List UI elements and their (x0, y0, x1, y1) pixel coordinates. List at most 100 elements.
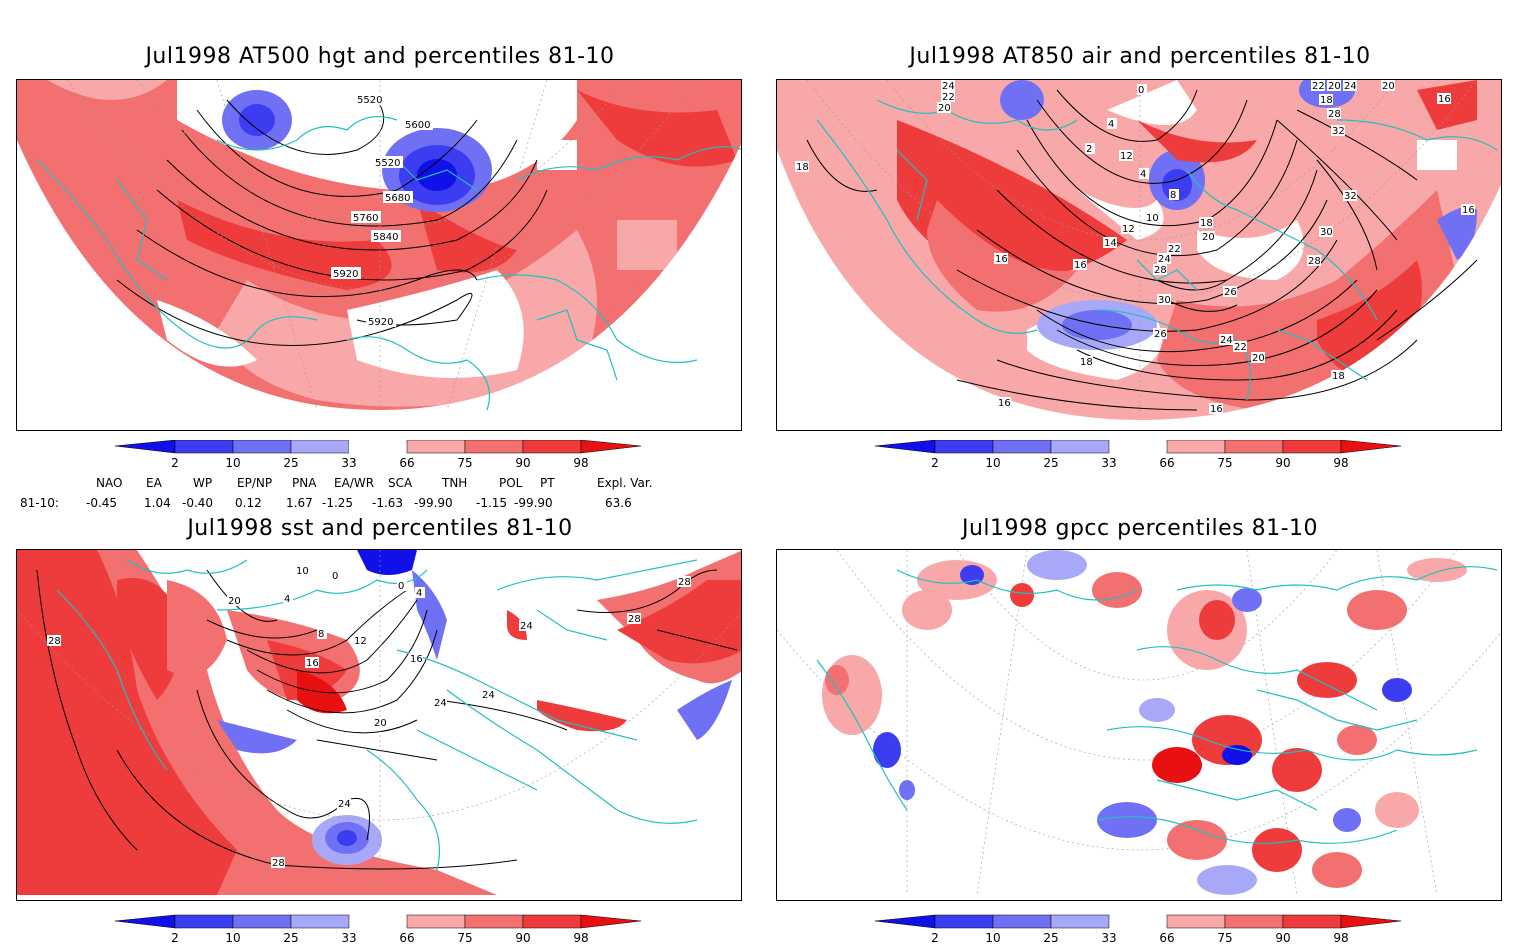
svg-text:24: 24 (482, 690, 495, 701)
index-header: EA (146, 476, 162, 490)
svg-text:18: 18 (1200, 218, 1213, 229)
contour-label: 24 (1157, 253, 1171, 265)
colorbar-tick: 98 (573, 931, 588, 945)
contour-label: 32 (1343, 190, 1357, 202)
index-value: -1.15 (476, 496, 508, 510)
colorbar-tick: 75 (457, 456, 472, 470)
contour-label: 16 (1209, 403, 1223, 415)
svg-text:22: 22 (942, 92, 955, 103)
contour-label: 20 (227, 595, 241, 607)
svg-text:22: 22 (1168, 244, 1181, 255)
colorbar-tick: 2 (931, 931, 939, 945)
contour-label: 22 (1233, 341, 1247, 353)
contour-label: 20 (1201, 231, 1215, 243)
contour-label: 28 (1307, 255, 1321, 267)
svg-text:18: 18 (796, 162, 809, 173)
index-header: Expl. Var. (597, 476, 653, 490)
contour-label: 8 (1169, 189, 1179, 201)
colorbar-tick: 75 (457, 931, 472, 945)
svg-text:4: 4 (416, 588, 422, 599)
contour-label: 28 (271, 857, 285, 869)
contour-label: 22 (1311, 80, 1325, 92)
colorbar-tick: 33 (341, 931, 356, 945)
contour-label: 16 (994, 253, 1008, 265)
contour-label: 22 (1167, 243, 1181, 255)
svg-text:10: 10 (1146, 213, 1159, 224)
colorbar-tick: 33 (1101, 456, 1116, 470)
svg-text:18: 18 (1332, 371, 1345, 382)
index-header: SCA (388, 476, 413, 490)
svg-text:26: 26 (1154, 329, 1167, 340)
colorbar-tick: 2 (171, 456, 179, 470)
svg-text:5760: 5760 (353, 213, 378, 224)
teleconnection-index-table: NAO EA WP EP/NP PNA EA/WR SCA TNH POL PT… (20, 474, 720, 514)
svg-text:24: 24 (520, 621, 533, 632)
colorbar-tick: 90 (1275, 456, 1290, 470)
colorbar-tick: 2 (931, 456, 939, 470)
svg-text:16: 16 (1210, 404, 1223, 415)
svg-text:24: 24 (1344, 81, 1357, 92)
colorbar-tick: 98 (573, 456, 588, 470)
contour-label: 5520 (355, 93, 385, 106)
map-gpcc (776, 549, 1502, 901)
colorbar-tick: 33 (1101, 931, 1116, 945)
contour-label: 10 (295, 565, 309, 577)
index-value: -0.45 (86, 496, 118, 510)
contour-label: 14 (1103, 237, 1117, 249)
colorbar-top-right: 2 10 25 33 66 75 90 98 (875, 440, 1402, 470)
contour-label: 5600 (403, 118, 433, 131)
contour-label: 20 (1251, 352, 1265, 364)
svg-text:32: 32 (1332, 126, 1345, 137)
svg-text:28: 28 (1328, 109, 1341, 120)
contour-label: 28 (47, 635, 61, 647)
svg-text:12: 12 (354, 636, 367, 647)
colorbar-tick: 25 (283, 931, 298, 945)
svg-text:24: 24 (434, 698, 447, 709)
svg-text:14: 14 (1104, 238, 1117, 249)
colorbar-tick: 66 (399, 931, 414, 945)
index-header: WP (193, 476, 213, 490)
contour-label: 0 (1137, 84, 1147, 96)
svg-text:20: 20 (1382, 81, 1395, 92)
colorbar-tick: 66 (1159, 456, 1174, 470)
svg-text:20: 20 (1202, 232, 1215, 243)
svg-text:28: 28 (1308, 256, 1321, 267)
svg-text:8: 8 (1170, 190, 1176, 201)
contour-label: 24 (1343, 80, 1357, 92)
svg-text:0: 0 (1138, 85, 1144, 96)
contour-label: 18 (1199, 217, 1213, 229)
contour-label: 2 (1085, 143, 1095, 155)
svg-text:16: 16 (306, 658, 319, 669)
contour-label: 20 (937, 102, 951, 114)
index-value: 1.67 (286, 496, 313, 510)
contour-label: 30 (1157, 294, 1171, 306)
svg-text:20: 20 (1252, 353, 1265, 364)
index-header: EA/WR (334, 476, 375, 490)
index-header: PNA (292, 476, 317, 490)
colorbar-tick: 25 (1043, 931, 1058, 945)
contour-label: 28 (1327, 108, 1341, 120)
svg-text:18: 18 (1080, 357, 1093, 368)
contour-label: 18 (1079, 356, 1093, 368)
svg-text:18: 18 (1320, 95, 1333, 106)
svg-text:16: 16 (995, 254, 1008, 265)
index-value: -99.90 (514, 496, 553, 510)
contour-label: 12 (353, 635, 367, 647)
contour-label: 5920 (366, 315, 396, 328)
colorbar-tick: 90 (515, 931, 530, 945)
svg-text:4: 4 (1140, 169, 1146, 180)
svg-text:2: 2 (1086, 144, 1092, 155)
svg-text:28: 28 (272, 858, 285, 869)
colorbar-tick: 10 (225, 931, 240, 945)
contour-label: 16 (1437, 93, 1451, 105)
contour-label: 5680 (383, 191, 413, 204)
contour-label: 16 (305, 657, 319, 669)
svg-text:28: 28 (48, 636, 61, 647)
colorbar-tick: 10 (225, 456, 240, 470)
contour-label: 24 (481, 689, 495, 701)
index-header: EP/NP (237, 476, 273, 490)
svg-text:5920: 5920 (333, 269, 358, 280)
contour-label: 20 (373, 717, 387, 729)
svg-text:4: 4 (284, 594, 290, 605)
contour-label: 16 (997, 397, 1011, 409)
